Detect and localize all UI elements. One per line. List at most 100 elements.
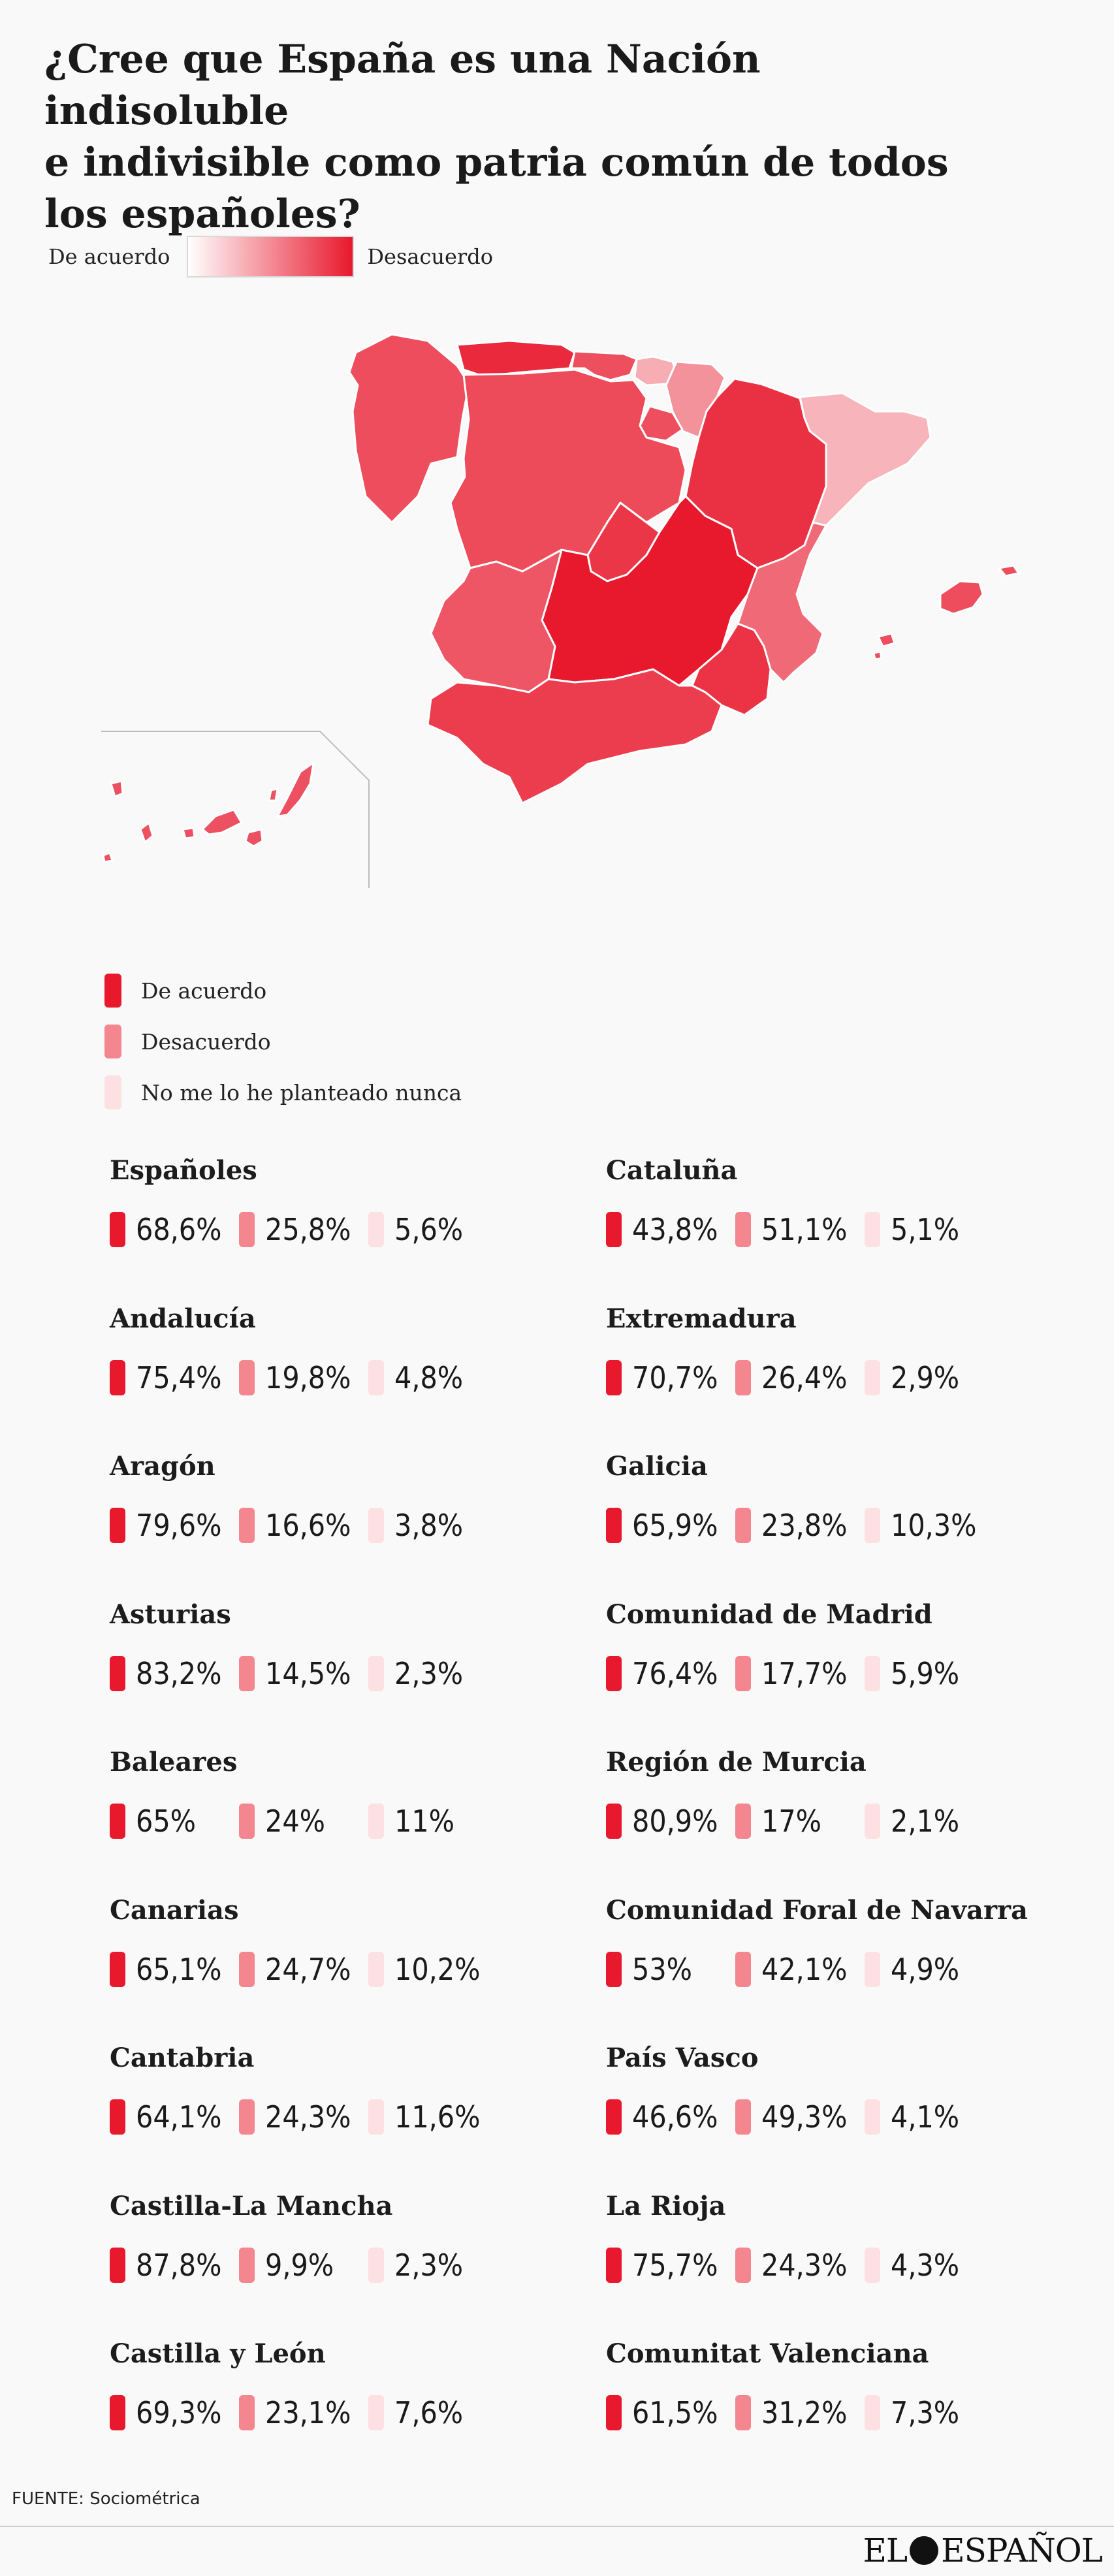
region-values: 43,8% 51,1% 5,1% [606,1212,994,1247]
value-label-agree: 46,6% [632,2099,718,2135]
region-block-cantabria: Cantabria 64,1% 24,3% 11,6% [110,2042,498,2172]
marker-disagree [735,1360,751,1395]
legend-item-disagree: Desacuerdo [104,1016,462,1067]
value-label-disagree: 24% [265,1804,325,1839]
value-label-disagree: 23,1% [265,2395,351,2430]
marker-agree [110,2099,125,2135]
region-block-cataluna: Cataluña 43,8% 51,1% 5,1% [606,1154,994,1285]
value-disagree: 17,7% [735,1655,865,1691]
marker-never [865,1951,880,1987]
value-agree: 75,4% [110,1360,239,1395]
region-name: Cantabria [110,2043,255,2073]
region-block-castilla-la-mancha: Castilla-La Mancha 87,8% 9,9% 2,3% [110,2190,498,2321]
value-disagree: 24,3% [735,2247,865,2283]
map-region-canarias [102,851,114,863]
value-disagree: 16,6% [239,1508,368,1543]
region-values: 64,1% 24,3% 11,6% [110,2099,498,2135]
value-never: 7,6% [368,2395,498,2430]
spain-choropleth-map [101,333,1020,888]
scale-label-low: De acuerdo [48,244,170,269]
scale-label-high: Desacuerdo [367,244,493,269]
value-agree: 79,6% [110,1508,239,1543]
value-label-never: 5,6% [394,1212,464,1247]
marker-disagree [239,1655,255,1691]
value-disagree: 26,4% [735,1360,865,1395]
value-disagree: 9,9% [239,2247,368,2283]
lion-logo-icon [910,2536,939,2565]
value-disagree: 24% [239,1804,368,1839]
value-label-agree: 65% [136,1804,196,1839]
value-label-never: 7,3% [891,2395,960,2430]
value-label-agree: 80,9% [632,1804,718,1839]
marker-never [368,1212,384,1247]
region-name: Baleares [110,1747,238,1777]
region-name: Castilla y León [110,2338,326,2369]
marker-disagree [735,1804,751,1839]
value-label-agree: 70,7% [632,1360,718,1395]
region-values: 46,6% 49,3% 4,1% [606,2099,994,2135]
marker-agree [606,2099,622,2135]
region-name: Asturias [110,1598,231,1630]
region-block-comunitat-valenciana: Comunitat Valenciana 61,5% 31,2% 7,3% [606,2338,994,2468]
value-label-disagree: 16,6% [265,1508,351,1543]
region-name: País Vasco [606,2043,759,2073]
value-label-never: 4,1% [891,2099,960,2135]
map-region-cataluna [799,392,932,527]
legend-label-never: No me lo he planteado nunca [141,1079,462,1105]
map-region-andalucia [426,668,723,804]
value-label-agree: 65,1% [136,1951,222,1987]
marker-disagree [239,1804,255,1839]
value-never: 5,1% [865,1212,994,1247]
value-label-never: 7,6% [394,2395,464,2430]
marker-never [368,1655,384,1691]
value-label-agree: 76,4% [632,1655,718,1691]
marker-never [865,1804,880,1839]
region-name: Comunidad Foral de Navarra [606,1894,1028,1926]
value-disagree: 23,8% [735,1508,865,1543]
marker-never [368,1360,384,1395]
value-agree: 69,3% [110,2395,239,2430]
value-label-agree: 68,6% [136,1212,222,1247]
marker-never [865,2395,880,2430]
value-disagree: 51,1% [735,1212,865,1247]
title-line-3: los españoles? [44,191,360,237]
marker-agree [606,1951,622,1987]
map-region-canarias [110,780,124,798]
region-block-la-rioja: La Rioja 75,7% 24,3% 4,3% [606,2190,994,2321]
region-values: 65,1% 24,7% 10,2% [110,1951,498,1987]
value-label-agree: 64,1% [136,2099,222,2135]
map-region-galicia [348,333,470,524]
marker-never [865,2247,880,2283]
marker-never [865,1360,880,1395]
value-label-disagree: 24,3% [761,2247,848,2283]
region-values: 69,3% 23,1% 7,6% [110,2395,498,2430]
marker-disagree [735,2395,751,2430]
value-label-agree: 75,7% [632,2247,718,2283]
marker-agree [606,2247,622,2283]
marker-disagree [239,2099,255,2135]
title-line-1: ¿Cree que España es una Nación indisolub… [44,37,761,134]
value-agree: 46,6% [606,2099,735,2135]
value-label-never: 4,9% [891,1951,960,1987]
region-block-galicia: Galicia 65,9% 23,8% 10,3% [606,1450,994,1581]
marker-agree [606,1212,622,1247]
region-name: Cataluña [606,1155,738,1186]
value-agree: 64,1% [110,2099,239,2135]
marker-never [368,2247,384,2283]
region-values: 76,4% 17,7% 5,9% [606,1655,994,1691]
value-label-disagree: 42,1% [761,1951,848,1987]
value-label-never: 2,9% [891,1360,960,1395]
region-name: Castilla-La Mancha [110,2190,393,2221]
marker-agree [606,2395,622,2430]
value-label-never: 3,8% [394,1508,464,1543]
value-label-never: 10,2% [394,1951,481,1987]
value-label-agree: 61,5% [632,2395,718,2430]
value-label-never: 11% [394,1804,454,1839]
marker-disagree [735,1212,751,1247]
value-agree: 80,9% [606,1804,735,1839]
region-block-asturias: Asturias 83,2% 14,5% 2,3% [110,1598,498,1729]
region-values: 68,6% 25,8% 5,6% [110,1212,498,1247]
value-never: 11% [368,1804,498,1839]
marker-disagree [735,1655,751,1691]
value-label-disagree: 9,9% [265,2247,334,2283]
